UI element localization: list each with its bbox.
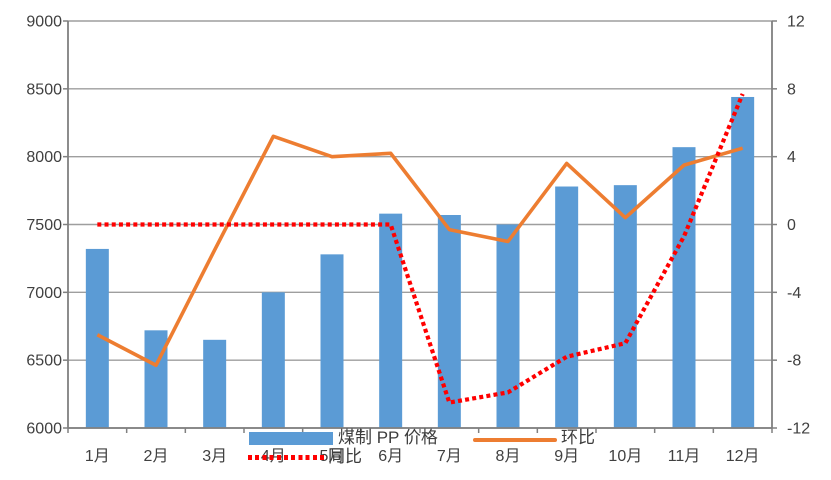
- legend-swatch-yoy: [248, 455, 324, 460]
- bar-1月: [85, 248, 109, 428]
- x-axis-label: 2月: [144, 448, 169, 465]
- left-axis-label: 7000: [26, 285, 62, 302]
- x-axis-label: 3月: [202, 448, 227, 465]
- bar-12月: [731, 96, 755, 429]
- bar-10月: [613, 185, 637, 428]
- x-axis-label: 11月: [668, 448, 701, 465]
- bar-9月: [555, 186, 579, 428]
- right-axis-label: 4: [787, 149, 796, 166]
- left-axis-label: 8000: [26, 149, 62, 166]
- left-axis-label: 7500: [26, 217, 62, 234]
- bar-6月: [379, 213, 403, 428]
- bar-4月: [261, 292, 285, 428]
- bar-8月: [496, 224, 520, 428]
- left-axis-label: 6000: [26, 421, 62, 438]
- legend-label-price: 煤制 PP 价格: [338, 428, 438, 447]
- x-axis-label: 6月: [378, 448, 403, 465]
- bar-7月: [437, 215, 461, 428]
- left-axis-label: 8500: [26, 81, 62, 98]
- right-axis-label: 0: [787, 217, 796, 234]
- x-axis-label: 12月: [726, 448, 760, 465]
- bar-3月: [203, 339, 227, 428]
- left-axis-label: 9000: [26, 14, 62, 31]
- x-axis-label: 9月: [554, 448, 579, 465]
- x-axis-label: 7月: [437, 448, 462, 465]
- x-axis-label: 8月: [496, 448, 521, 465]
- mom-line: [96, 134, 744, 368]
- legend-label-yoy: 同比: [328, 447, 362, 466]
- legend-swatch-price: [249, 432, 333, 445]
- x-axis-label: 10月: [608, 448, 642, 465]
- right-axis-label: 8: [787, 81, 796, 98]
- left-axis-label: 6500: [26, 353, 62, 370]
- legend-swatch-mom: [473, 438, 557, 442]
- right-axis-label: -12: [787, 421, 810, 438]
- bar-11月: [672, 147, 696, 429]
- right-axis-label: 12: [787, 14, 805, 31]
- x-axis-label: 1月: [85, 448, 110, 465]
- right-axis-label: -8: [787, 353, 801, 370]
- yoy-line: [97, 93, 745, 405]
- right-axis-label: -4: [787, 285, 801, 302]
- x-axis-label: 5月: [320, 448, 345, 465]
- bar-5月: [320, 254, 344, 428]
- bar-2月: [144, 330, 168, 428]
- legend-label-mom: 环比: [561, 428, 595, 447]
